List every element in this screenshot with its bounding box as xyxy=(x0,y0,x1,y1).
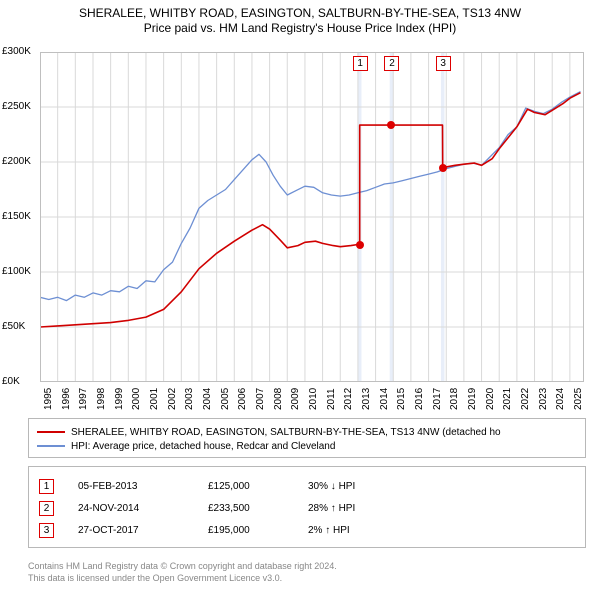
legend-swatch-property xyxy=(37,431,65,433)
top-marker: 2 xyxy=(384,56,399,71)
x-tick-label: 1999 xyxy=(114,388,125,410)
sales-date: 27-OCT-2017 xyxy=(78,525,208,536)
legend-swatch-hpi xyxy=(37,445,65,447)
sales-diff: 2% ↑ HPI xyxy=(308,525,388,536)
sales-row: 1 05-FEB-2013£125,00030% ↓ HPI xyxy=(39,475,575,497)
y-tick-label: £200K xyxy=(2,156,31,167)
x-tick-label: 2022 xyxy=(520,388,531,410)
sales-diff: 30% ↓ HPI xyxy=(308,481,388,492)
x-tick-label: 2021 xyxy=(502,388,513,410)
sales-diff: 28% ↑ HPI xyxy=(308,503,388,514)
x-tick-label: 2007 xyxy=(255,388,266,410)
y-tick-label: £250K xyxy=(2,101,31,112)
x-tick-label: 2004 xyxy=(202,388,213,410)
x-tick-label: 1997 xyxy=(78,388,89,410)
x-tick-label: 2020 xyxy=(485,388,496,410)
x-tick-label: 2016 xyxy=(414,388,425,410)
x-tick-label: 2006 xyxy=(237,388,248,410)
sales-price: £125,000 xyxy=(208,481,308,492)
legend-label-property: SHERALEE, WHITBY ROAD, EASINGTON, SALTBU… xyxy=(71,427,501,438)
chart-container: { "title_line1": "SHERALEE, WHITBY ROAD,… xyxy=(0,0,600,590)
x-tick-label: 2010 xyxy=(308,388,319,410)
x-tick-label: 2018 xyxy=(449,388,460,410)
x-tick-label: 2008 xyxy=(273,388,284,410)
footnote: Contains HM Land Registry data © Crown c… xyxy=(28,560,337,584)
top-marker: 3 xyxy=(436,56,451,71)
x-tick-label: 2005 xyxy=(220,388,231,410)
x-tick-label: 2014 xyxy=(379,388,390,410)
top-marker: 1 xyxy=(353,56,368,71)
title-line1: SHERALEE, WHITBY ROAD, EASINGTON, SALTBU… xyxy=(0,6,600,21)
x-tick-label: 1996 xyxy=(61,388,72,410)
sales-price: £195,000 xyxy=(208,525,308,536)
legend-box: SHERALEE, WHITBY ROAD, EASINGTON, SALTBU… xyxy=(28,418,586,458)
x-tick-label: 2003 xyxy=(184,388,195,410)
legend-item-property: SHERALEE, WHITBY ROAD, EASINGTON, SALTBU… xyxy=(37,425,577,439)
y-tick-label: £300K xyxy=(2,46,31,57)
sales-marker: 2 xyxy=(39,501,54,516)
x-tick-label: 1998 xyxy=(96,388,107,410)
sales-table: 1 05-FEB-2013£125,00030% ↓ HPI 2 24-NOV-201… xyxy=(28,466,586,548)
title-line2: Price paid vs. HM Land Registry's House … xyxy=(0,21,600,36)
y-tick-label: £50K xyxy=(2,321,25,332)
chart-plot-area xyxy=(40,52,584,382)
sales-date: 05-FEB-2013 xyxy=(78,481,208,492)
x-tick-label: 2015 xyxy=(396,388,407,410)
legend-item-hpi: HPI: Average price, detached house, Redc… xyxy=(37,439,577,453)
footnote-line2: This data is licensed under the Open Gov… xyxy=(28,572,337,584)
x-tick-label: 2009 xyxy=(290,388,301,410)
y-tick-label: £100K xyxy=(2,266,31,277)
footnote-line1: Contains HM Land Registry data © Crown c… xyxy=(28,560,337,572)
x-tick-label: 2025 xyxy=(573,388,584,410)
x-tick-label: 2001 xyxy=(149,388,160,410)
x-tick-label: 2000 xyxy=(131,388,142,410)
x-tick-label: 2013 xyxy=(361,388,372,410)
x-tick-label: 2023 xyxy=(538,388,549,410)
x-tick-label: 2011 xyxy=(326,388,337,410)
sales-row: 3 27-OCT-2017£195,0002% ↑ HPI xyxy=(39,519,575,541)
x-tick-label: 2017 xyxy=(432,388,443,410)
sales-date: 24-NOV-2014 xyxy=(78,503,208,514)
legend-label-hpi: HPI: Average price, detached house, Redc… xyxy=(71,441,335,452)
sales-row: 2 24-NOV-2014£233,50028% ↑ HPI xyxy=(39,497,575,519)
sales-marker: 1 xyxy=(39,479,54,494)
sales-marker: 3 xyxy=(39,523,54,538)
x-tick-label: 2012 xyxy=(343,388,354,410)
x-tick-label: 2024 xyxy=(555,388,566,410)
y-tick-label: £150K xyxy=(2,211,31,222)
chart-title: SHERALEE, WHITBY ROAD, EASINGTON, SALTBU… xyxy=(0,0,600,36)
sales-price: £233,500 xyxy=(208,503,308,514)
x-tick-label: 2002 xyxy=(167,388,178,410)
x-tick-label: 1995 xyxy=(43,388,54,410)
chart-svg xyxy=(40,52,584,382)
x-tick-label: 2019 xyxy=(467,388,478,410)
y-tick-label: £0K xyxy=(2,376,20,387)
